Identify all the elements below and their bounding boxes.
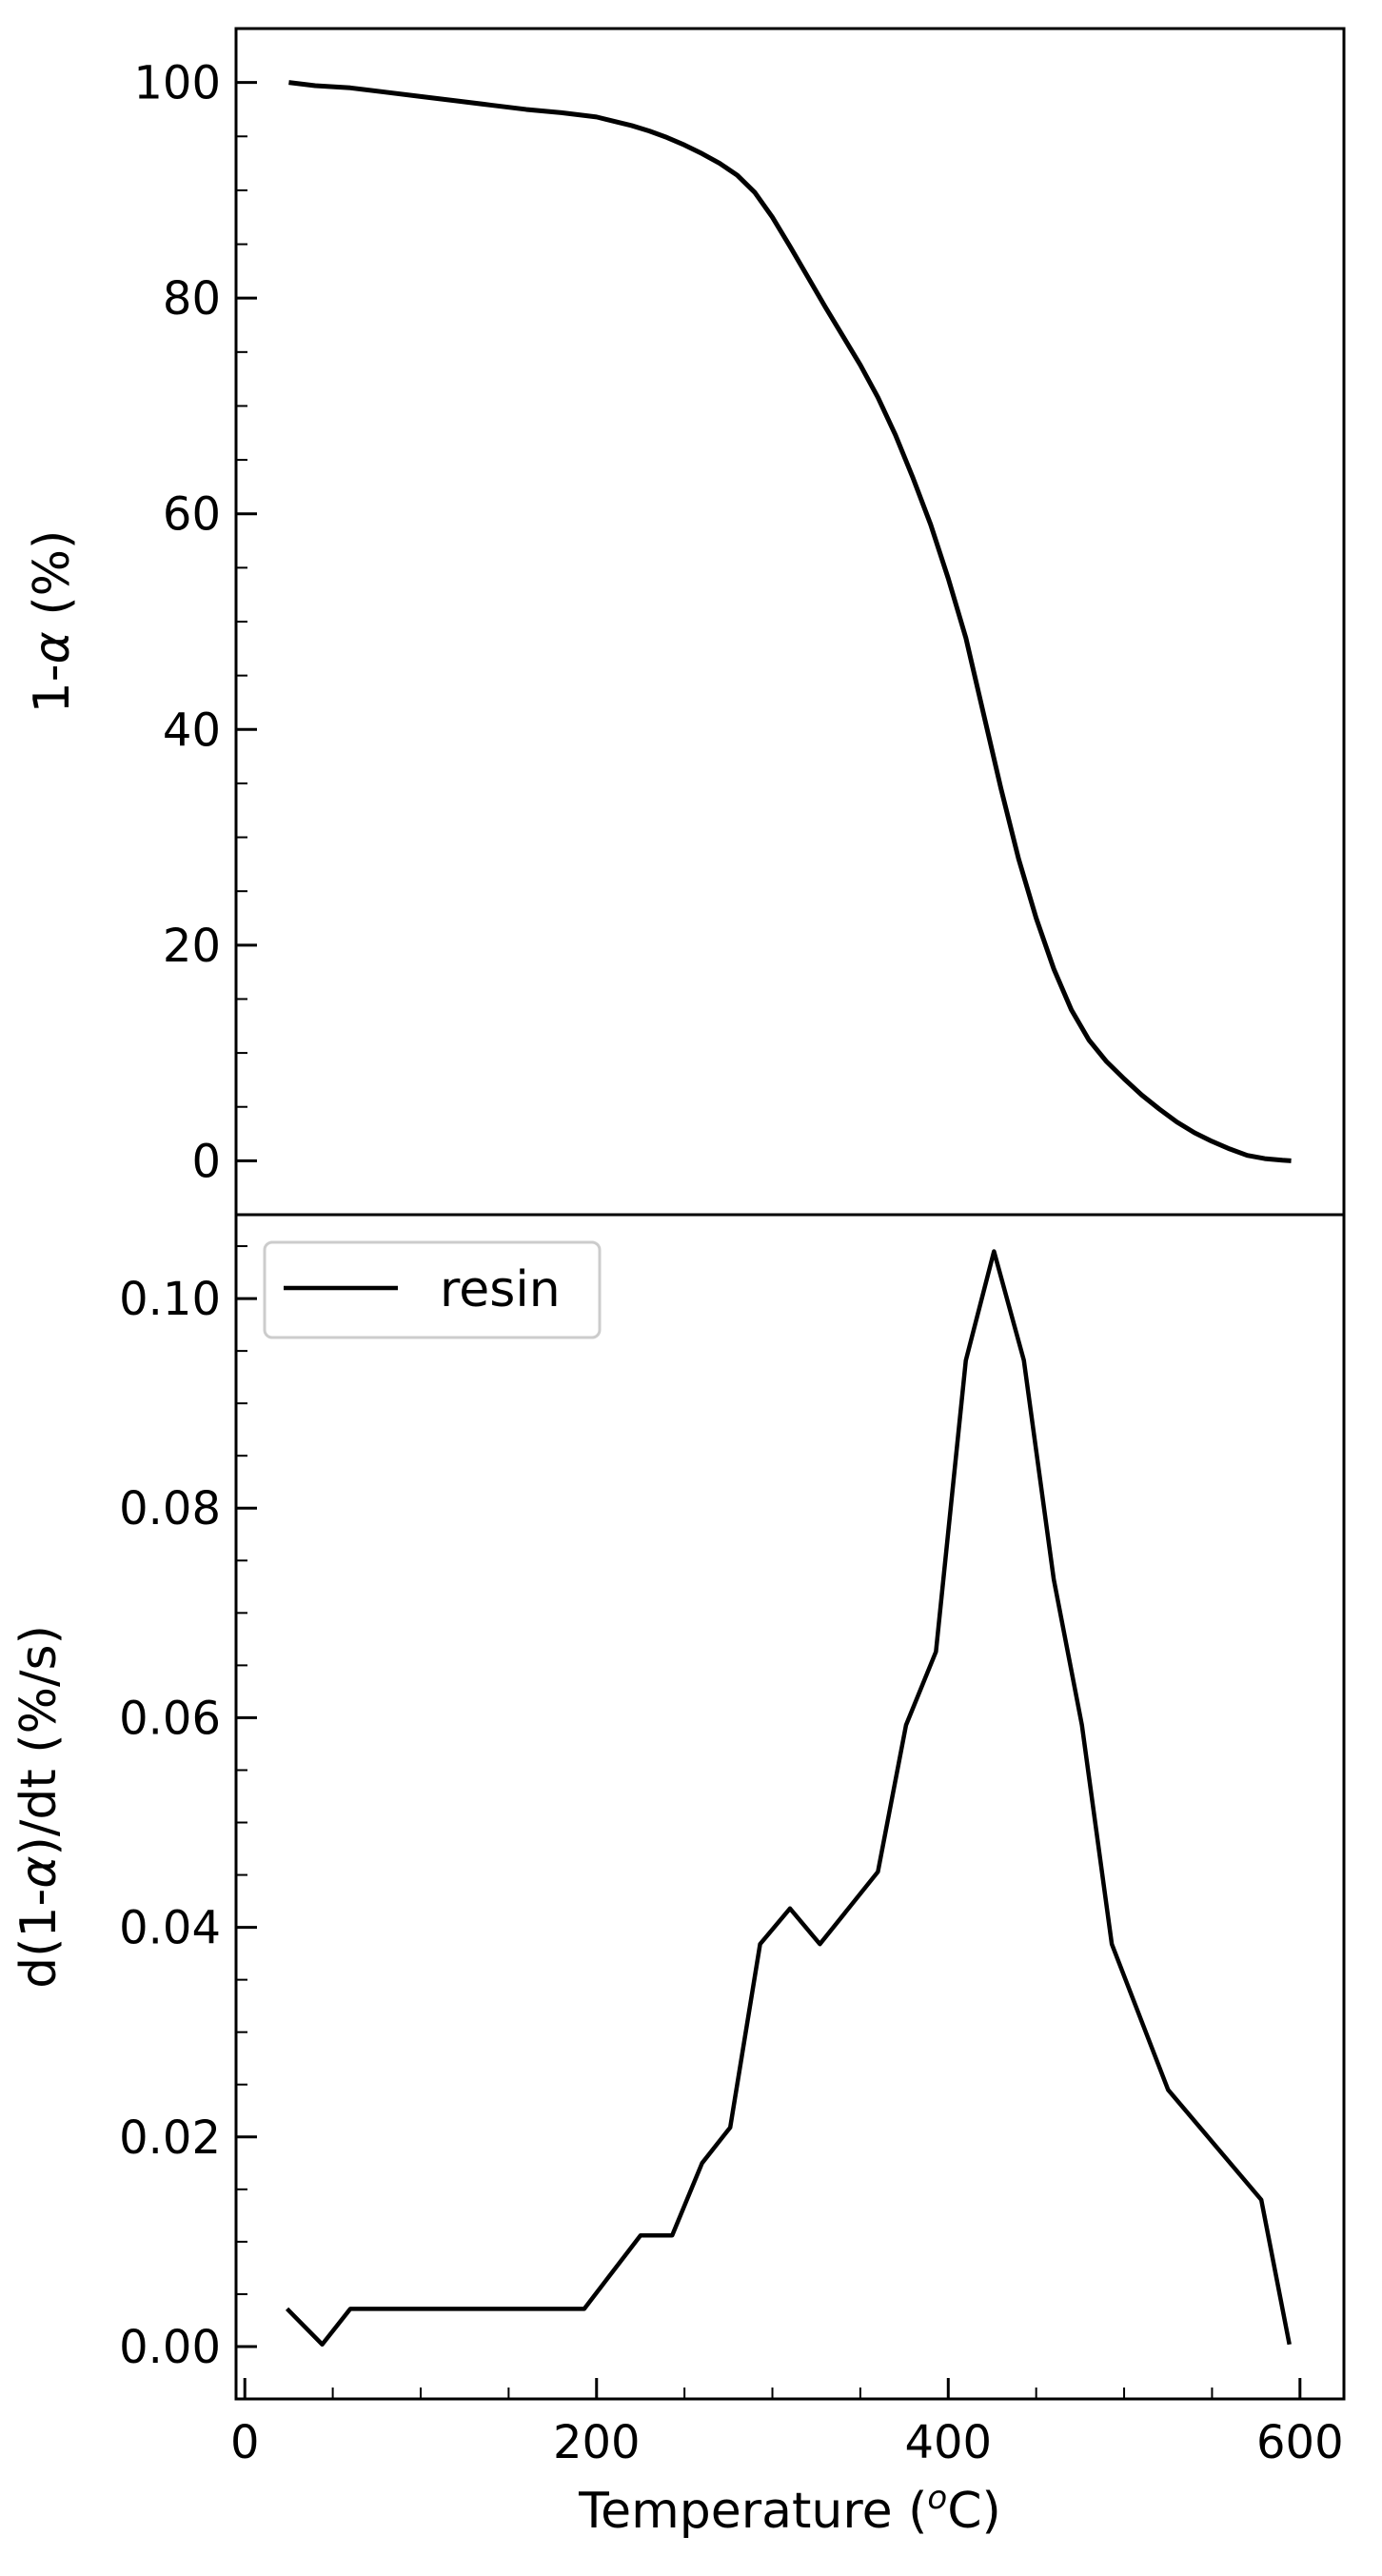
top-panel: 0 20 40 60 80 100 1-α (%) xyxy=(24,27,1346,1217)
top-y-label-suffix: (%) xyxy=(24,530,81,632)
bottom-axis-ticks: 0.00 0.02 0.04 0.06 0.08 0.10 0 200 400 600 xyxy=(119,1245,1344,2469)
bottom-panel: 0.00 0.02 0.04 0.06 0.08 0.10 0 200 400 600 d(1-α… xyxy=(10,1213,1346,2540)
bottom-y-label-suffix: )/dt (%/s) xyxy=(10,1625,68,1855)
bottom-y-axis-label: d(1-α)/dt (%/s) xyxy=(10,1625,68,1989)
series-line-resin xyxy=(285,1249,1292,2348)
top-y-tick-label: 60 xyxy=(163,488,221,542)
top-y-tick-label: 40 xyxy=(163,703,221,757)
x-label-degree-sup: o xyxy=(927,2479,947,2517)
x-tick-label: 200 xyxy=(553,2416,641,2469)
x-label-prefix: Temperature ( xyxy=(578,2483,927,2540)
top-y-tick-label: 20 xyxy=(163,920,221,973)
legend-label-resin: resin xyxy=(440,1261,561,1318)
top-y-label-alpha: α xyxy=(24,631,81,664)
x-tick-label: 600 xyxy=(1256,2416,1344,2469)
x-label-suffix: C) xyxy=(947,2483,1001,2540)
top-y-ticks: 0 20 40 60 80 100 xyxy=(133,57,257,1188)
x-tick-label: 400 xyxy=(904,2416,992,2469)
top-plot-area xyxy=(288,80,1292,1163)
x-tick-label: 0 xyxy=(230,2416,260,2469)
bottom-axes-frame xyxy=(234,1213,1346,2401)
bottom-y-tick-label: 0.02 xyxy=(119,2111,221,2165)
top-y-label-prefix: 1- xyxy=(24,664,81,713)
top-series-line xyxy=(288,80,1292,1163)
x-axis-label: Temperature (oC) xyxy=(578,2479,1001,2540)
bottom-y-tick-label: 0.08 xyxy=(119,1482,221,1536)
bottom-y-tick-label: 0.04 xyxy=(119,1902,221,1955)
bottom-y-tick-label: 0.00 xyxy=(119,2321,221,2374)
bottom-plot-area xyxy=(285,1249,1292,2348)
legend-box xyxy=(263,1240,602,1339)
top-y-tick-label: 100 xyxy=(133,57,221,110)
bottom-y-tick-label: 0.06 xyxy=(119,1692,221,1745)
bottom-y-label-prefix: d(1- xyxy=(10,1889,68,1989)
bottom-y-label-alpha: α xyxy=(10,1855,68,1888)
top-y-tick-label: 80 xyxy=(163,272,221,326)
bottom-y-tick-label: 0.10 xyxy=(119,1273,221,1326)
top-y-tick-label: 0 xyxy=(191,1135,221,1188)
top-y-axis-label: 1-α (%) xyxy=(24,530,81,714)
legend: resin xyxy=(263,1240,602,1339)
